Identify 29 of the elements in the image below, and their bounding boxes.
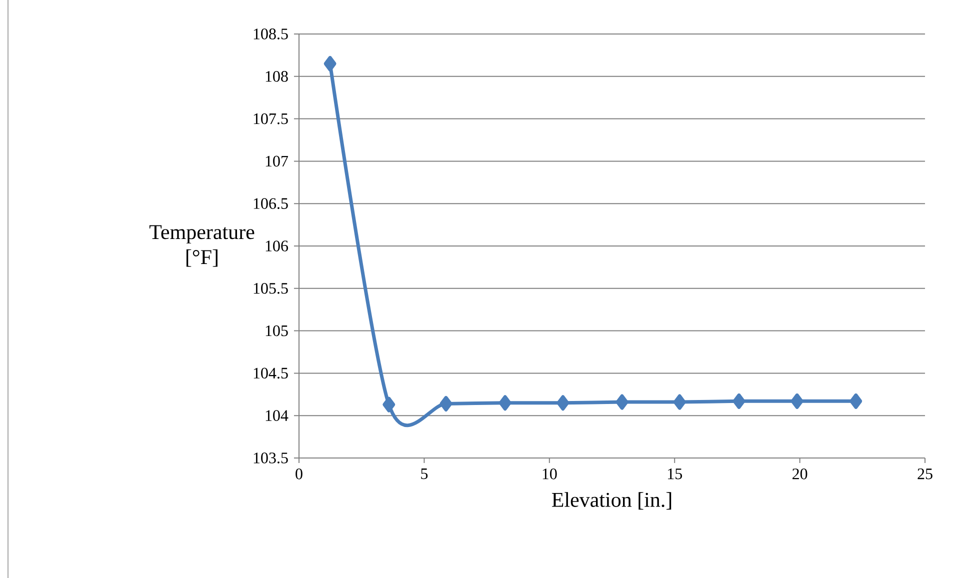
y-tick-label: 107: [266, 156, 288, 167]
x-tick-label: 5: [421, 468, 428, 480]
x-tick-label: 20: [792, 468, 808, 480]
point: [673, 394, 686, 410]
y-axis-title: Temperature [°F]: [149, 225, 254, 267]
y-tick-label: 106.5: [254, 198, 288, 210]
point: [790, 393, 804, 409]
x-tick-label: 15: [668, 468, 682, 480]
y-tick-label: 105: [266, 325, 288, 336]
y-tick-label: 106: [266, 240, 288, 252]
point: [440, 396, 452, 412]
x-tick-label: 10: [542, 468, 557, 480]
y-tick-label: 104: [266, 410, 288, 421]
y-tick-label: 104.5: [254, 368, 288, 379]
point: [732, 393, 746, 409]
x-axis-title: Elevation [in.]: [552, 492, 672, 510]
y-tick-label: 108.5: [254, 28, 288, 40]
y-tick-label: 105.5: [254, 282, 288, 294]
point: [850, 393, 862, 409]
point: [498, 395, 512, 411]
y-tick-label: 107.5: [254, 113, 288, 124]
point: [382, 396, 396, 412]
x-tick-label: 25: [918, 468, 932, 480]
point: [556, 395, 570, 411]
point: [324, 56, 336, 72]
y-tick-label: 108: [266, 70, 288, 82]
y-tick-label: 103.5: [254, 452, 288, 464]
x-tick-label: 0: [296, 468, 302, 480]
point: [616, 394, 628, 410]
